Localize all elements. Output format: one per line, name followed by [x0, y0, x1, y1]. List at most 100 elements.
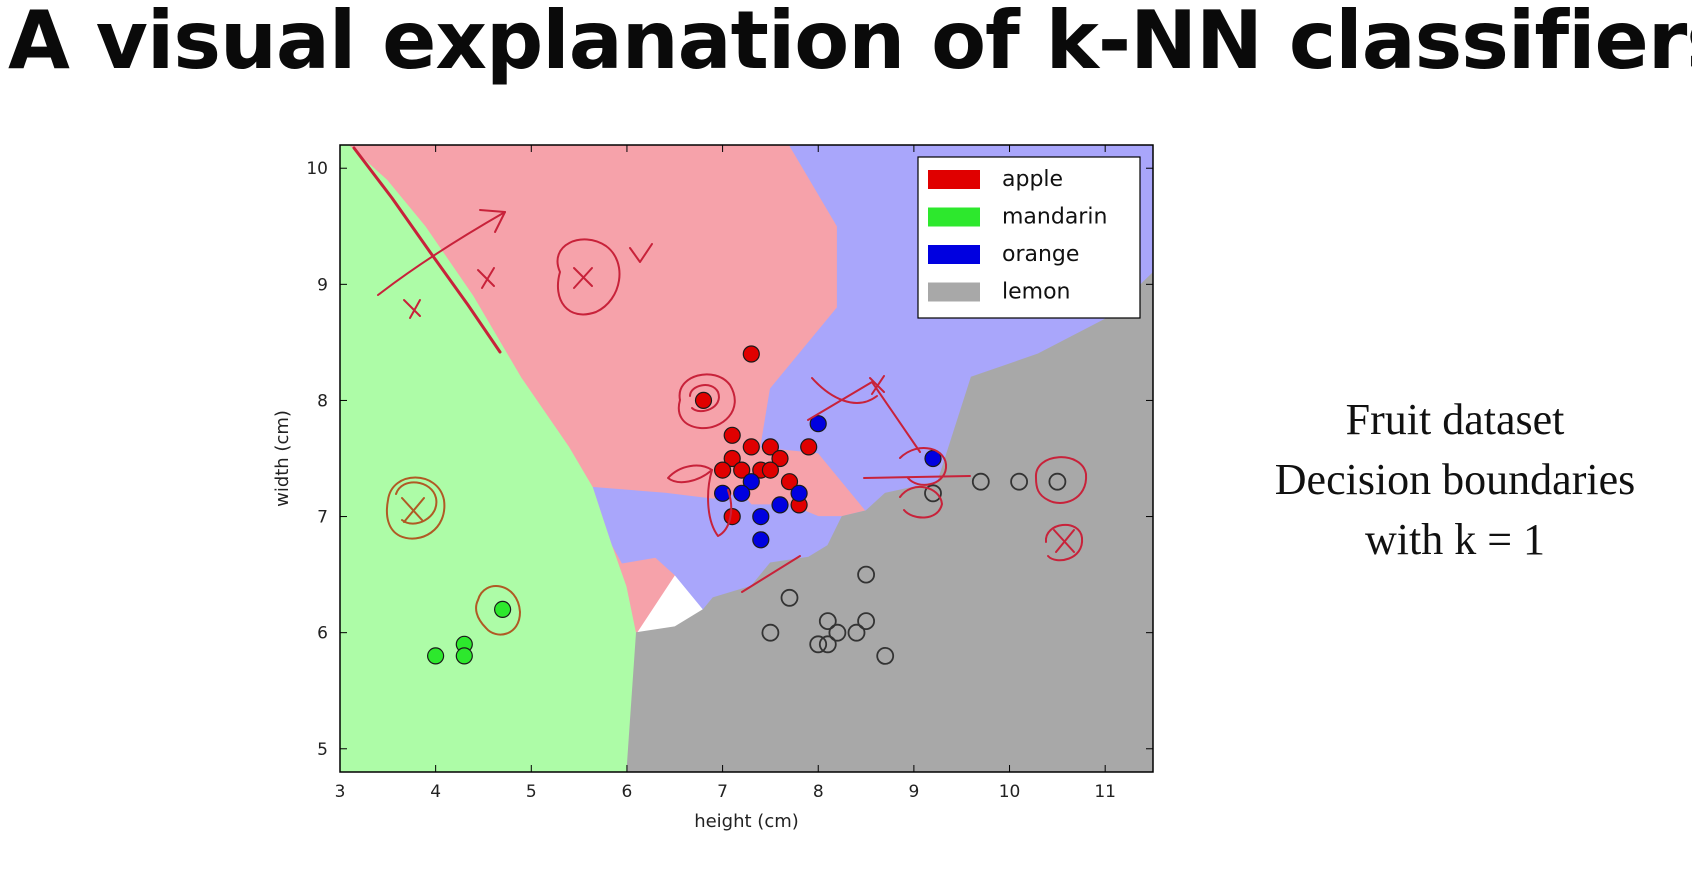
point-orange-7 [752, 507, 770, 526]
x-tick-label: 8 [813, 782, 824, 802]
point-lemon-8 [761, 623, 780, 642]
axes: 3 4 5 6 7 8 9 10 11 5 6 7 8 9 10 height (cm) width (cm) [272, 145, 1153, 832]
point-lemon-6 [818, 612, 837, 630]
point-lemon-3 [1048, 472, 1067, 491]
point-orange-5 [790, 484, 808, 502]
handwritten-mark [401, 497, 425, 523]
x-axis-label: height (cm) [694, 811, 799, 832]
y-tick-label: 8 [317, 391, 328, 411]
x-tick-label: 3 [335, 782, 346, 802]
handwritten-mark [689, 384, 720, 413]
legend-label-lemon: lemon [1002, 280, 1070, 305]
handwritten-mark [352, 146, 502, 354]
point-lemon-2 [1010, 472, 1028, 491]
handwritten-mark [811, 377, 878, 404]
legend-swatch-apple [928, 170, 980, 189]
x-tick-label: 7 [717, 782, 728, 802]
point-orange-3 [713, 484, 732, 502]
point-lemon-10 [847, 623, 866, 642]
handwritten-mark [385, 476, 446, 540]
data-points [427, 345, 1067, 665]
point-apple-8 [713, 461, 732, 479]
slide-title: A visual explanation of k-NN classifiers [8, 0, 1692, 87]
legend-label-mandarin: mandarin [1002, 205, 1107, 230]
x-tick-label: 4 [430, 782, 441, 802]
handwritten-mark [477, 267, 495, 289]
handwritten-mark [475, 585, 521, 636]
point-orange-4 [733, 484, 751, 502]
handwritten-mark [869, 375, 885, 395]
point-orange-6 [771, 496, 789, 514]
point-apple-14 [723, 507, 741, 526]
legend-label-orange: orange [1002, 242, 1079, 267]
point-orange-2 [742, 473, 760, 491]
point-lemon-12 [818, 635, 837, 654]
handwritten-mark [899, 485, 943, 519]
handwritten-annotations [352, 146, 1088, 636]
side-caption: Fruit dataset Decision boundaries with k… [1215, 390, 1692, 570]
point-orange-8 [752, 531, 770, 549]
point-lemon-4 [857, 565, 875, 584]
y-tick-label: 5 [317, 740, 328, 760]
handwritten-mark [403, 299, 421, 319]
handwritten-mark [377, 211, 506, 296]
point-lemon-9 [828, 623, 847, 642]
handwritten-mark [863, 475, 971, 479]
caption-line-boundaries: Decision boundaries [1274, 455, 1636, 504]
legend-swatch-orange [928, 245, 980, 264]
handwritten-mark [1053, 529, 1075, 553]
caption-line-k: with k = 1 [1364, 515, 1546, 564]
legend-swatch-lemon [928, 282, 980, 302]
handwritten-mark [807, 381, 921, 453]
point-apple-4 [761, 438, 780, 456]
x-tick-label: 10 [999, 782, 1021, 802]
legend-label-apple: apple [1002, 167, 1063, 192]
point-orange-0 [809, 415, 827, 433]
x-tick-label: 9 [908, 782, 919, 802]
handwritten-mark [677, 373, 736, 430]
handwritten-mark [1044, 523, 1084, 562]
handwritten-mark [629, 243, 653, 263]
point-apple-12 [780, 473, 799, 491]
point-apple-7 [771, 449, 789, 468]
legend-swatch-mandarin [928, 207, 980, 227]
y-tick-label: 10 [306, 159, 328, 179]
point-lemon-13 [876, 647, 895, 665]
point-mandarin-2 [427, 647, 445, 665]
plot-frame [339, 144, 1154, 773]
point-apple-2 [723, 426, 741, 444]
point-apple-1 [694, 391, 713, 409]
handwritten-mark [573, 267, 593, 289]
point-mandarin-0 [494, 600, 512, 619]
y-tick-label: 6 [317, 624, 328, 644]
point-apple-5 [800, 438, 818, 456]
point-lemon-5 [780, 588, 799, 607]
handwritten-mark [741, 555, 801, 593]
point-lemon-1 [971, 472, 990, 491]
x-tick-label: 5 [526, 782, 537, 802]
point-apple-6 [723, 449, 741, 468]
point-apple-0 [742, 345, 760, 363]
handwritten-mark [1034, 456, 1088, 504]
point-apple-11 [761, 461, 780, 479]
x-tick-label: 6 [622, 782, 633, 802]
y-axis-label: width (cm) [272, 410, 293, 507]
point-lemon-11 [809, 635, 828, 654]
handwritten-mark [395, 481, 438, 525]
legend: apple mandarin orange lemon [917, 156, 1141, 319]
region-lemon-4 [626, 272, 1153, 772]
point-lemon-0 [924, 484, 942, 503]
point-lemon-7 [857, 612, 875, 630]
handwritten-mark [899, 447, 948, 486]
y-tick-label: 9 [317, 275, 328, 295]
point-mandarin-3 [455, 647, 473, 665]
point-apple-3 [742, 438, 760, 456]
handwritten-mark [556, 238, 621, 316]
handwritten-mark [479, 209, 506, 233]
handwritten-mark [707, 469, 733, 537]
x-tick-label: 11 [1094, 782, 1116, 802]
point-apple-9 [733, 461, 751, 479]
caption-line-dataset: Fruit dataset [1345, 395, 1565, 444]
y-tick-label: 7 [317, 508, 328, 528]
